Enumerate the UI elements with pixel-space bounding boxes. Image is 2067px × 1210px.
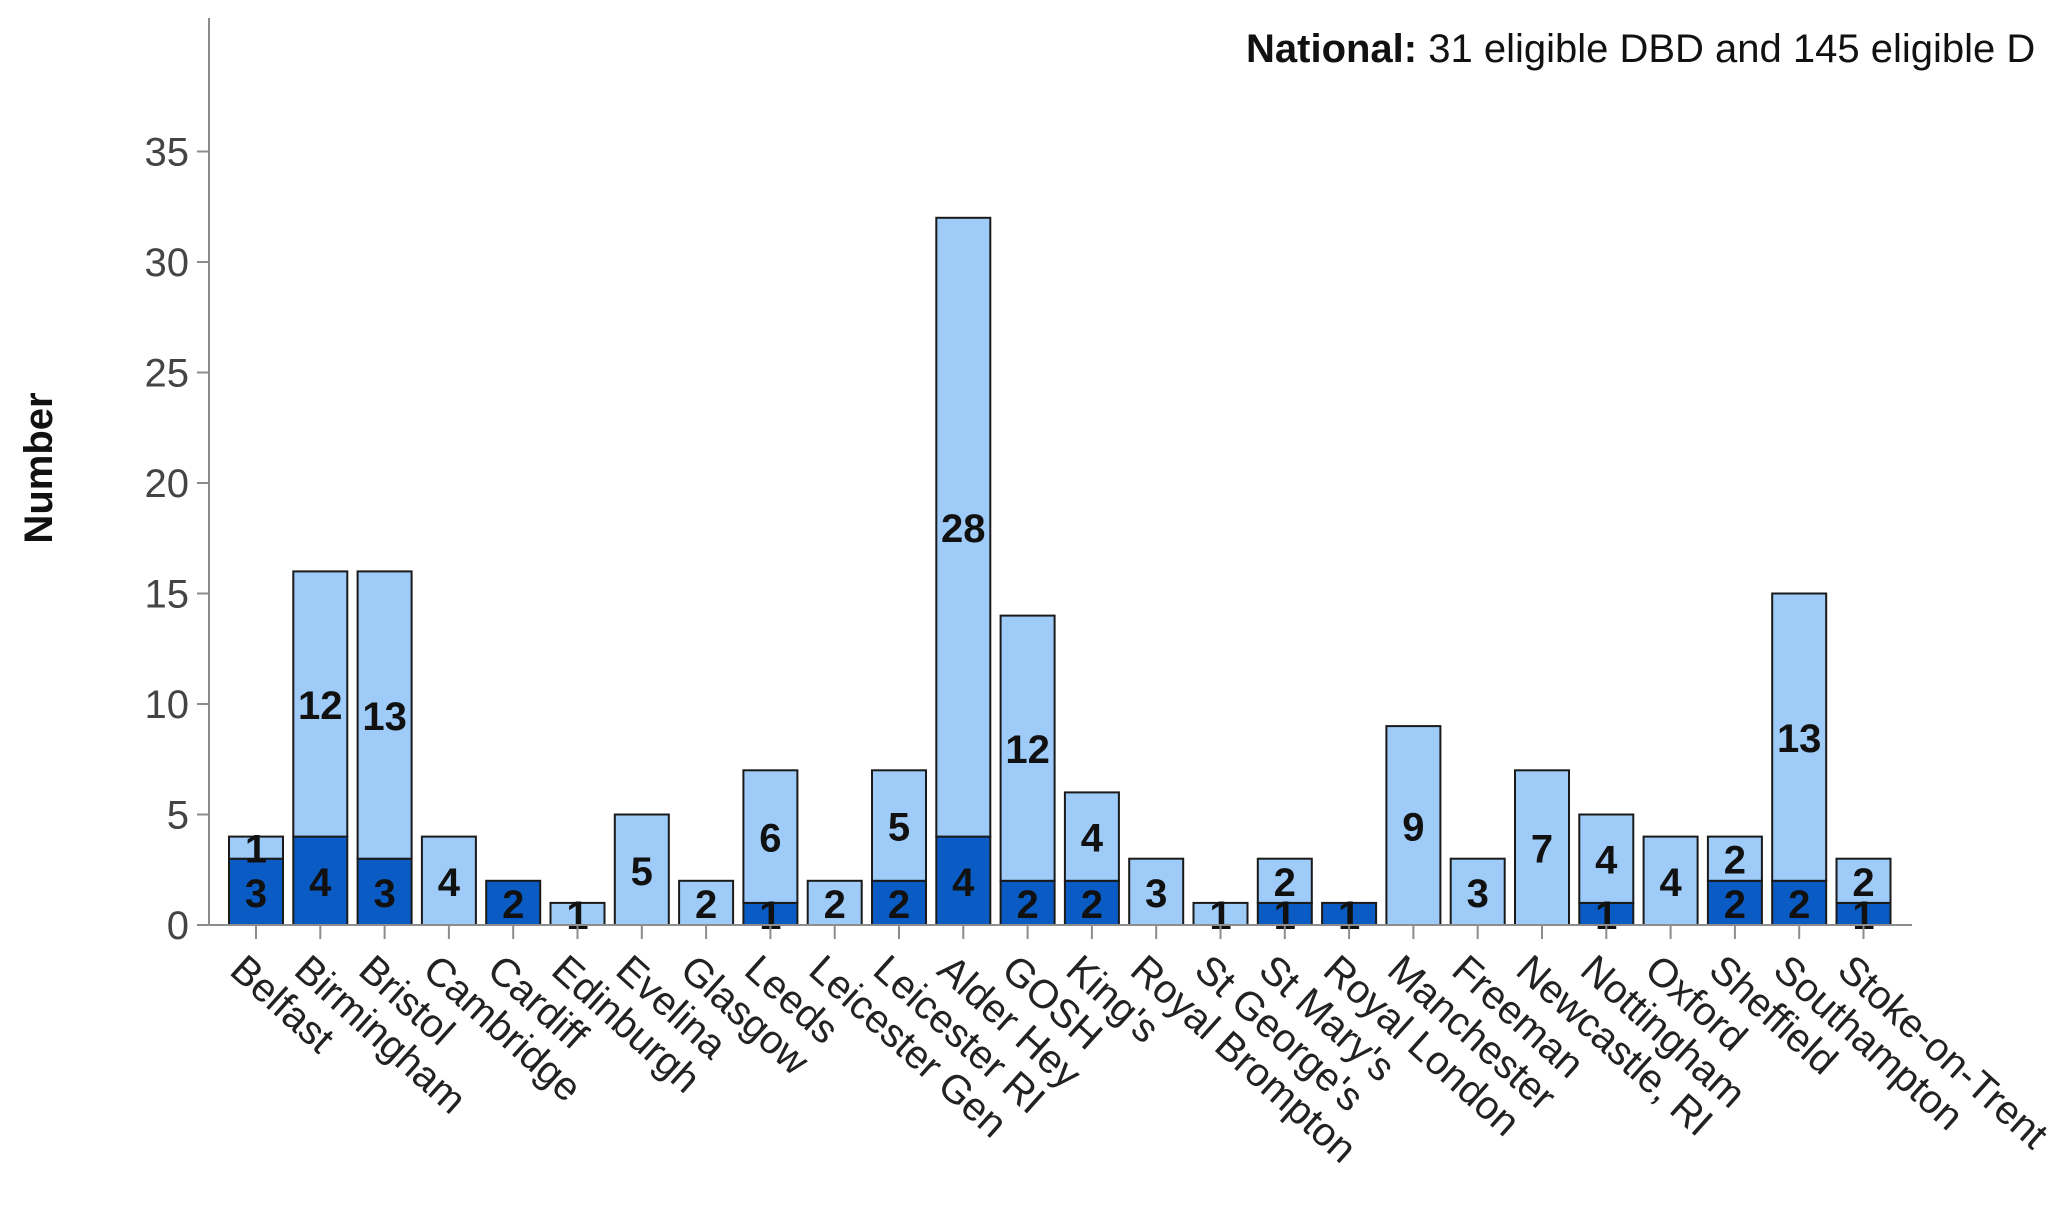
annotation-text: 31 eligible DBD and 145 eligible D <box>1417 27 2035 71</box>
bar-segment <box>1514 769 1570 926</box>
bar-segment <box>228 835 284 860</box>
data-label: 13 <box>362 695 407 739</box>
data-label: 7 <box>1531 828 1553 872</box>
bar-segment <box>999 879 1056 926</box>
bar-segment <box>999 614 1056 882</box>
bar-segment <box>1771 592 1828 882</box>
data-label: 4 <box>1595 839 1618 883</box>
y-tick-label: 30 <box>145 241 190 285</box>
data-label: 1 <box>1852 894 1874 938</box>
bar-segment <box>1449 857 1506 927</box>
bar-segment <box>871 879 927 926</box>
data-label: 13 <box>1777 717 1822 761</box>
data-label: 3 <box>1145 872 1167 916</box>
data-label: 4 <box>1081 817 1104 861</box>
bar-segment <box>613 813 670 926</box>
data-label: 2 <box>1852 861 1874 905</box>
data-label: 5 <box>631 850 653 894</box>
data-label: 3 <box>245 872 267 916</box>
y-tick-label: 25 <box>145 352 190 396</box>
data-label: 6 <box>759 817 781 861</box>
data-label: 1 <box>759 894 781 938</box>
data-label: 2 <box>824 883 846 927</box>
bar-segment <box>1385 725 1442 926</box>
data-label: 1 <box>1274 894 1296 938</box>
y-tick-label: 15 <box>145 573 190 617</box>
bar-segment <box>1706 879 1763 926</box>
bar-segment <box>742 769 799 904</box>
bar-segment <box>1256 857 1313 904</box>
bars <box>228 216 1892 927</box>
bar-segment <box>1578 813 1635 904</box>
y-axis: 0 5 10 15 20 25 30 35 <box>145 18 210 948</box>
national-annotation: National: 31 eligible DBD and 145 eligib… <box>1246 27 2035 71</box>
data-label: 2 <box>1016 883 1038 927</box>
bar-segment <box>1063 791 1120 882</box>
y-tick-label: 5 <box>167 794 189 838</box>
bar-segment <box>292 570 349 838</box>
data-label: 4 <box>1659 861 1682 905</box>
data-label: 2 <box>1724 839 1746 883</box>
data-label: 4 <box>438 861 461 905</box>
data-label: 12 <box>298 684 343 728</box>
data-label: 1 <box>1209 894 1231 938</box>
bar-segment <box>935 216 992 838</box>
data-label: 2 <box>1724 883 1746 927</box>
y-tick-label: 35 <box>145 131 190 175</box>
y-tick-label: 0 <box>167 904 189 948</box>
data-label: 3 <box>1467 872 1489 916</box>
data-label: 9 <box>1402 806 1424 850</box>
data-label: 3 <box>373 872 395 916</box>
bar-segment <box>935 835 992 926</box>
annotation-bold: National: <box>1246 27 1417 71</box>
bar-segment <box>1835 857 1892 904</box>
x-axis: BelfastBirminghamBristolCambridgeCardiff… <box>209 924 2056 1172</box>
data-label: 1 <box>245 828 267 872</box>
bar-segment <box>871 769 927 882</box>
data-label: 4 <box>952 861 975 905</box>
data-label: 12 <box>1005 728 1050 772</box>
data-label: 2 <box>1274 861 1296 905</box>
data-label: 2 <box>1788 883 1810 927</box>
data-label: 4 <box>309 861 332 905</box>
data-label: 5 <box>888 806 910 850</box>
y-axis-label: Number <box>17 392 61 543</box>
bar-segment <box>356 570 413 860</box>
y-tick-label: 10 <box>145 683 190 727</box>
data-label: 2 <box>502 883 524 927</box>
data-label: 1 <box>566 894 588 938</box>
data-label: 2 <box>1081 883 1103 927</box>
data-label: 1 <box>1595 894 1617 938</box>
bar-segment <box>1706 835 1763 882</box>
data-label: 2 <box>695 883 717 927</box>
bar-segment <box>1771 879 1828 926</box>
data-label: 28 <box>941 507 986 551</box>
bar-segment <box>485 879 542 926</box>
data-label: 2 <box>888 883 910 927</box>
y-tick-label: 20 <box>145 462 190 506</box>
data-label: 1 <box>1338 894 1360 938</box>
